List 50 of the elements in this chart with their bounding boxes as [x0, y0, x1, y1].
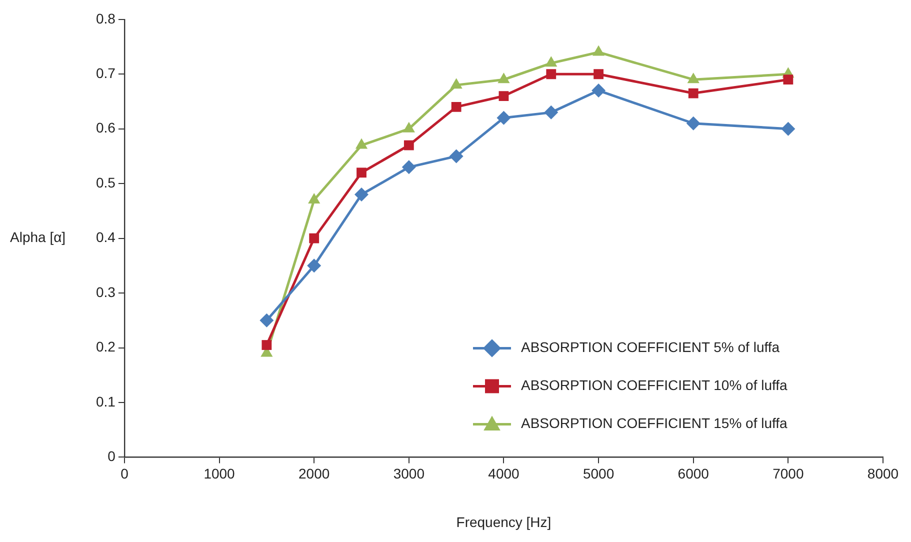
point	[545, 56, 558, 67]
point	[496, 110, 511, 125]
point	[402, 122, 415, 132]
y-tick-label: 0	[108, 448, 116, 464]
point	[544, 105, 558, 120]
point	[594, 69, 604, 80]
point	[307, 258, 322, 273]
point	[260, 313, 274, 328]
legend-label: ABSORPTION COEFFICIENT 5% of luffa	[521, 339, 780, 356]
point	[592, 45, 605, 56]
x-tick-label: 5000	[582, 465, 614, 482]
x-tick-label: 6000	[678, 465, 710, 482]
y-tick-label: 0.3	[96, 284, 116, 300]
x-tick-label: 8000	[867, 465, 899, 482]
point	[262, 340, 272, 350]
legend-label: ABSORPTION COEFFICIENT 15% of luffa	[521, 415, 788, 432]
point	[498, 91, 509, 101]
legend-label: ABSORPTION COEFFICIENT 10% of luffa	[521, 377, 788, 394]
x-tick-label: 1000	[204, 465, 236, 482]
point	[688, 88, 698, 98]
y-tick-label: 0.5	[96, 174, 116, 190]
point	[783, 74, 794, 85]
y-tick-label: 0.1	[96, 393, 116, 410]
point	[450, 78, 462, 89]
y-tick-label: 0.6	[96, 120, 116, 136]
point	[498, 72, 510, 84]
x-tick-label: 2000	[298, 465, 330, 482]
y-tick-label: 0.8	[96, 10, 116, 26]
point	[309, 233, 320, 244]
point	[355, 138, 368, 149]
x-tick-label: 0	[120, 465, 129, 482]
point	[404, 140, 414, 150]
point	[687, 72, 700, 84]
point	[451, 102, 462, 112]
y-tick-label: 0.7	[96, 64, 116, 81]
y-axis-title: Alpha [α]	[10, 229, 66, 246]
point	[354, 188, 369, 202]
point	[356, 168, 366, 178]
point	[449, 149, 464, 164]
y-tick-label: 0.2	[96, 338, 116, 355]
point	[686, 116, 700, 130]
point	[592, 84, 606, 98]
x-axis-title: Frequency [Hz]	[456, 514, 552, 530]
point	[402, 160, 416, 174]
x-tick-label: 4000	[488, 465, 520, 482]
point	[781, 122, 796, 136]
y-tick-label: 0.4	[96, 229, 116, 246]
point	[546, 69, 556, 80]
x-tick-label: 3000	[393, 465, 425, 482]
x-tick-label: 7000	[772, 465, 804, 482]
